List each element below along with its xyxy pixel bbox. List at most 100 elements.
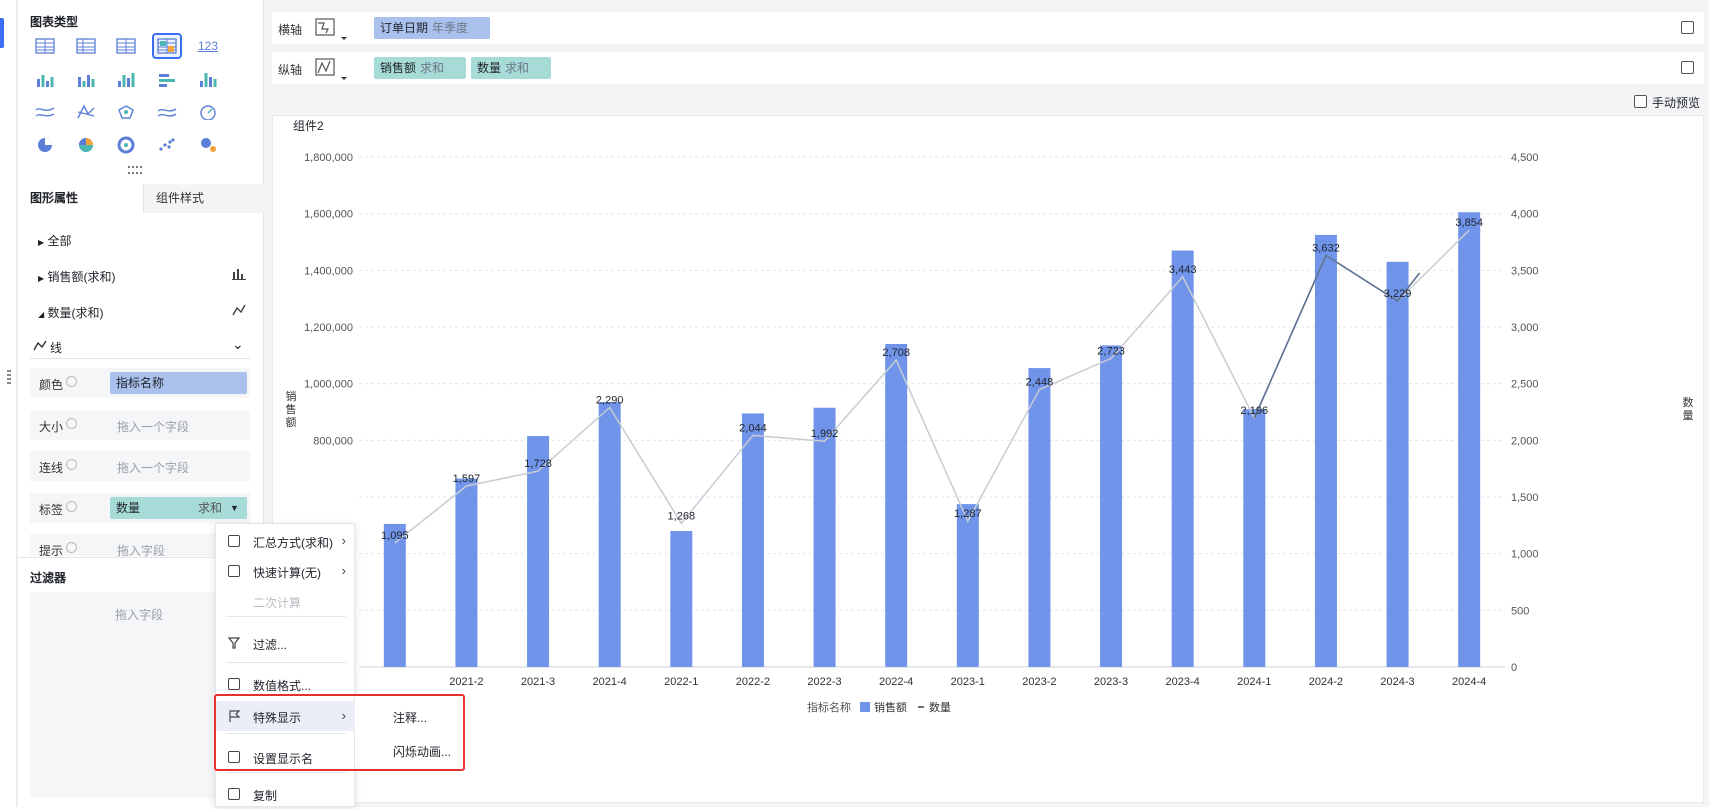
tip-field-row[interactable]: 提示 拖入字段 bbox=[30, 534, 250, 558]
x-axis-config-icon[interactable] bbox=[314, 17, 348, 41]
gear-icon[interactable] bbox=[66, 376, 77, 387]
y2-tick-label: 4,500 bbox=[1511, 152, 1539, 164]
chevron-right-icon: › bbox=[341, 533, 346, 548]
y-field-qty-agg: 求和 bbox=[505, 61, 530, 75]
scatter-icon[interactable] bbox=[154, 134, 180, 156]
x-tick-label: 2024-1 bbox=[1237, 676, 1271, 688]
calculator-icon bbox=[228, 565, 240, 577]
connect-field-row[interactable]: 连线 拖入一个字段 bbox=[30, 451, 250, 481]
cross-table-icon[interactable] bbox=[73, 35, 99, 57]
mark-type-label: 线 bbox=[50, 341, 63, 355]
data-label: 3,229 bbox=[1384, 288, 1412, 300]
menu-copy-label: 复制 bbox=[253, 789, 278, 803]
tag-field-row[interactable]: 标签 数量 求和 ▼ bbox=[30, 493, 250, 523]
detail-table-icon[interactable] bbox=[113, 35, 139, 57]
radar-line-icon[interactable] bbox=[73, 101, 99, 123]
tag-field-pill[interactable]: 数量 求和 ▼ bbox=[110, 497, 247, 519]
caret-down-icon[interactable]: ▼ bbox=[230, 503, 239, 513]
line-chart-icon bbox=[232, 304, 246, 319]
gauge-icon[interactable] bbox=[195, 101, 221, 123]
area-icon[interactable] bbox=[154, 101, 180, 123]
x-tick-label: 2023-1 bbox=[951, 676, 985, 688]
bar bbox=[813, 407, 836, 667]
x-field-pill[interactable]: 订单日期 年季度 bbox=[374, 17, 490, 39]
left-nav-selected-indicator[interactable] bbox=[0, 18, 4, 48]
y-axis-title-char: 额 bbox=[286, 416, 297, 429]
gear-icon[interactable] bbox=[66, 501, 77, 512]
lock-icon[interactable] bbox=[1681, 21, 1694, 34]
x-tick-label: 2023-3 bbox=[1094, 676, 1128, 688]
bar-icon[interactable] bbox=[154, 69, 180, 91]
y-axis-config-icon[interactable] bbox=[314, 57, 348, 81]
tree-qty[interactable]: ◢ 数量(求和) bbox=[38, 306, 104, 320]
data-label: 2,708 bbox=[882, 347, 910, 359]
combo-chart-icon[interactable] bbox=[152, 33, 182, 59]
number-kpi-icon[interactable]: 123 bbox=[195, 35, 221, 57]
y2-axis-title-char: 数 bbox=[1683, 396, 1694, 409]
map-icon[interactable] bbox=[113, 101, 139, 123]
menu-special-display[interactable]: 特殊显示 › bbox=[216, 701, 356, 731]
y-field-pill-qty[interactable]: 数量 求和 bbox=[471, 57, 551, 79]
quantity-line bbox=[394, 229, 1470, 544]
submenu-blink-animation[interactable]: 闪烁动画... bbox=[393, 745, 452, 759]
pie-icon[interactable] bbox=[32, 134, 58, 156]
bar bbox=[1314, 234, 1337, 667]
y-axis-shelf: 纵轴 销售额 求和 数量 求和 bbox=[272, 52, 1704, 84]
gear-icon[interactable] bbox=[66, 459, 77, 470]
y2-tick-label: 2,000 bbox=[1511, 435, 1539, 447]
stacked-column-icon[interactable] bbox=[32, 69, 58, 91]
color-field-pill[interactable]: 指标名称 bbox=[110, 372, 247, 394]
panel-resize-handle[interactable] bbox=[7, 370, 11, 384]
bar bbox=[1171, 250, 1194, 667]
submenu-annotation[interactable]: 注释... bbox=[393, 711, 428, 725]
x-tick-label: 2024-2 bbox=[1309, 676, 1343, 688]
lock-icon[interactable] bbox=[1681, 61, 1694, 74]
line-icon[interactable] bbox=[32, 101, 58, 123]
bubble-icon[interactable] bbox=[195, 134, 221, 156]
left-nav-strip bbox=[0, 0, 17, 807]
y-field-pill-sales[interactable]: 销售额 求和 bbox=[374, 57, 466, 79]
x-tick-label: 2021-4 bbox=[593, 676, 627, 688]
data-label: 1,095 bbox=[381, 530, 409, 542]
tree-all[interactable]: ▶ 全部 bbox=[38, 234, 72, 248]
data-label: 3,443 bbox=[1169, 264, 1197, 276]
panel-split-handle[interactable] bbox=[128, 166, 142, 174]
menu-copy[interactable]: 复制 bbox=[216, 779, 356, 809]
filter-icon bbox=[227, 637, 241, 649]
color-field-row[interactable]: 颜色 指标名称 bbox=[30, 368, 250, 398]
data-label: 1,268 bbox=[668, 510, 696, 522]
tab-component-style[interactable]: 组件样式 bbox=[143, 184, 264, 213]
size-field-row[interactable]: 大小 拖入一个字段 bbox=[30, 410, 250, 440]
column-icon[interactable] bbox=[113, 69, 139, 91]
menu-number-format[interactable]: 数值格式... bbox=[216, 669, 356, 699]
menu-aggregate[interactable]: 汇总方式(求和) › bbox=[216, 526, 356, 556]
menu-display-name[interactable]: 设置显示名 bbox=[216, 742, 356, 772]
x-tick-label: 2022-3 bbox=[807, 676, 841, 688]
gear-icon[interactable] bbox=[66, 418, 77, 429]
y2-tick-label: 3,000 bbox=[1511, 322, 1539, 334]
legend-swatch-sales bbox=[860, 702, 870, 712]
chart-component: 组件2 1,800,000 1,600,000 1,400,000 1,200,000 1… bbox=[272, 115, 1704, 803]
gear-icon[interactable] bbox=[66, 542, 77, 553]
table-icon[interactable] bbox=[32, 35, 58, 57]
y2-tick-label: 500 bbox=[1511, 605, 1529, 617]
donut-icon[interactable] bbox=[113, 134, 139, 156]
bar bbox=[1243, 409, 1266, 667]
tree-sales[interactable]: ▶ 销售额(求和) bbox=[38, 270, 116, 284]
menu-separator bbox=[226, 662, 346, 663]
menu-display-name-label: 设置显示名 bbox=[253, 752, 314, 766]
data-label: 3,854 bbox=[1455, 217, 1483, 229]
manual-preview-checkbox[interactable] bbox=[1634, 95, 1647, 108]
connect-drop-placeholder: 拖入一个字段 bbox=[117, 461, 190, 475]
legend-title: 指标名称 bbox=[807, 700, 851, 714]
waterfall-icon[interactable] bbox=[195, 69, 221, 91]
mark-type-select[interactable]: 线 ⌄ bbox=[30, 335, 250, 359]
tab-graph-properties[interactable]: 图形属性 bbox=[18, 184, 143, 213]
menu-filter[interactable]: 过滤... bbox=[216, 628, 356, 658]
chevron-down-icon: ⌄ bbox=[232, 336, 244, 352]
grouped-column-icon[interactable] bbox=[73, 69, 99, 91]
data-label: 1,728 bbox=[524, 458, 552, 470]
rose-pie-icon[interactable] bbox=[73, 134, 99, 156]
y-tick-label: 1,200,000 bbox=[304, 322, 353, 334]
menu-quick-calc[interactable]: 快速计算(无) › bbox=[216, 556, 356, 586]
